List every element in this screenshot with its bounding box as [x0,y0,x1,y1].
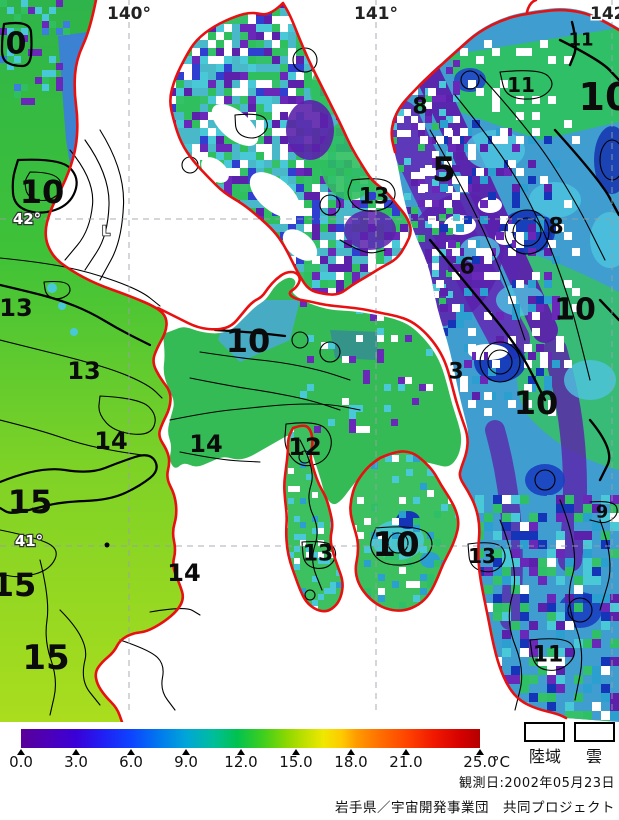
temp-label: 15 [0,566,36,604]
colorbar-gradient [21,729,480,748]
colorbar-tick-label: 15.0 [279,753,313,771]
coastline [283,424,344,613]
temp-label: 13 [303,542,334,567]
latitude-label: 42° [13,210,41,228]
temp-label: 9 [596,502,609,523]
longitude-label: 141° [354,4,398,24]
colorbar-tick-label: 18.0 [334,753,368,771]
colorbar-tick-mark [17,749,25,755]
temp-label: 14 [94,427,127,455]
temp-label: 14 [189,430,222,458]
temp-label: 12 [288,433,321,461]
temp-label: 5 [432,150,456,190]
temp-label: 11 [507,73,535,97]
coastline [349,450,460,612]
temp-label: 10 [579,75,619,119]
coastline [525,0,538,14]
coastline [44,0,185,722]
colorbar-tick-mark [127,749,135,755]
colorbar-tick-mark [347,749,355,755]
colorbar-tick-mark [182,749,190,755]
colorbar-tick-mark [292,749,300,755]
temp-label: 11 [568,30,593,51]
longitude-label: 140° [107,4,151,24]
temp-label: 6 [459,255,474,280]
temp-label: 8 [412,95,427,120]
temp-label: 14 [167,559,200,587]
temp-label: 10 [226,322,271,360]
observation-date: 観測日:2002年05月23日 [458,776,615,791]
temp-label: 10 [20,173,65,211]
colorbar-tick-label: 6.0 [119,753,143,771]
colorbar-tick-label: 3.0 [64,753,88,771]
colorbar-tick-mark [402,749,410,755]
legend-cloud-label: 雲 [585,747,603,766]
temp-label: 8 [548,215,563,240]
legend-land-box [524,722,565,742]
longitude-label: 142° [590,4,619,24]
latitude-label: 41° [15,532,43,550]
credit-text: 岩手県／宇宙開発事業団 共同プロジェクト [335,800,615,816]
colorbar-tick-mark [72,749,80,755]
temp-label: 10 [372,525,419,565]
colorbar-unit-label: °C [492,753,510,771]
coastline [156,270,568,720]
legend-cloud-box [574,722,615,742]
colorbar-tick-label: 9.0 [174,753,198,771]
temp-label: 10 [554,293,596,328]
colorbar-tick-label: 21.0 [389,753,423,771]
legend-land-label: 陸域 [528,747,562,766]
point-label: L [102,225,110,240]
colorbar-tick-label: 12.0 [224,753,258,771]
temp-label: 10 [514,384,559,422]
coastline [169,1,412,296]
temp-label: 15 [8,483,53,521]
temp-label: 13 [67,357,100,385]
colorbar-tick-label: 25.0 [463,753,497,771]
colorbar-tick-mark [237,749,245,755]
temp-label: 15 [22,638,69,678]
colorbar-tick-label: 0.0 [9,753,33,771]
temp-label: 13 [359,185,390,210]
temp-label: 11 [533,643,564,668]
colorbar-tick-mark [476,749,484,755]
sst-map: 0 10 13 13 14 15 15 15 14 14 12 10 13 10 13 5 8 11 10 11 8 6 3… [0,0,619,722]
temp-label: 13 [0,294,33,322]
coastline [390,8,619,154]
temp-label: 0 [6,27,27,62]
temp-label: 3 [448,360,463,385]
temp-label: 13 [468,544,496,568]
